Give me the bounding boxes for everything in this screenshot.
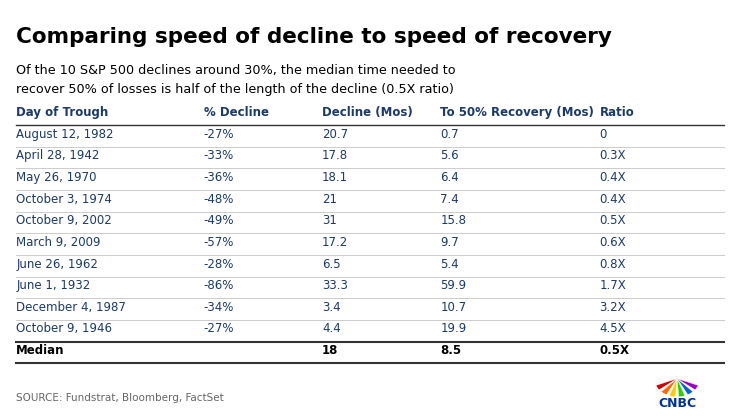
Text: CNBC: CNBC: [658, 397, 696, 410]
Text: 0.5X: 0.5X: [599, 214, 626, 227]
Text: 0.4X: 0.4X: [599, 193, 626, 206]
Text: 0: 0: [599, 128, 607, 141]
Text: June 1, 1932: June 1, 1932: [16, 279, 90, 292]
Text: SOURCE: Fundstrat, Bloomberg, FactSet: SOURCE: Fundstrat, Bloomberg, FactSet: [16, 393, 224, 403]
Text: Day of Trough: Day of Trough: [16, 106, 109, 119]
Text: June 26, 1962: June 26, 1962: [16, 258, 98, 270]
Wedge shape: [669, 379, 677, 397]
Text: -36%: -36%: [204, 171, 234, 184]
Text: -33%: -33%: [204, 149, 234, 162]
Text: 0.7: 0.7: [440, 128, 459, 141]
Text: 17.2: 17.2: [322, 236, 348, 249]
Text: -86%: -86%: [204, 279, 234, 292]
Wedge shape: [677, 379, 693, 395]
Text: 20.7: 20.7: [322, 128, 348, 141]
Text: -34%: -34%: [204, 301, 234, 314]
Text: 0.8X: 0.8X: [599, 258, 626, 270]
Text: Decline (Mos): Decline (Mos): [322, 106, 413, 119]
Text: Comparing speed of decline to speed of recovery: Comparing speed of decline to speed of r…: [16, 27, 612, 47]
Text: -27%: -27%: [204, 322, 234, 335]
Text: April 28, 1942: April 28, 1942: [16, 149, 100, 162]
Text: 6.5: 6.5: [322, 258, 340, 270]
Text: -28%: -28%: [204, 258, 234, 270]
Text: 7.4: 7.4: [440, 193, 459, 206]
Text: December 4, 1987: December 4, 1987: [16, 301, 126, 314]
Text: 4.4: 4.4: [322, 322, 340, 335]
Text: 5.6: 5.6: [440, 149, 459, 162]
Wedge shape: [677, 379, 685, 397]
Text: Of the 10 S&P 500 declines around 30%, the median time needed to: Of the 10 S&P 500 declines around 30%, t…: [16, 64, 456, 77]
Wedge shape: [656, 379, 677, 390]
Text: 5.4: 5.4: [440, 258, 459, 270]
Text: -57%: -57%: [204, 236, 234, 249]
Text: 3.4: 3.4: [322, 301, 340, 314]
Text: 4.5X: 4.5X: [599, 322, 626, 335]
Text: 9.7: 9.7: [440, 236, 459, 249]
Wedge shape: [662, 379, 677, 395]
Text: 21: 21: [322, 193, 337, 206]
Text: 0.4X: 0.4X: [599, 171, 626, 184]
Text: 6.4: 6.4: [440, 171, 459, 184]
Text: 10.7: 10.7: [440, 301, 466, 314]
Text: October 9, 2002: October 9, 2002: [16, 214, 112, 227]
Text: March 9, 2009: March 9, 2009: [16, 236, 101, 249]
Text: 59.9: 59.9: [440, 279, 466, 292]
Text: 0.6X: 0.6X: [599, 236, 626, 249]
Text: May 26, 1970: May 26, 1970: [16, 171, 97, 184]
Text: October 3, 1974: October 3, 1974: [16, 193, 112, 206]
Text: 15.8: 15.8: [440, 214, 466, 227]
Text: 8.5: 8.5: [440, 344, 462, 357]
Text: 33.3: 33.3: [322, 279, 348, 292]
Text: 17.8: 17.8: [322, 149, 348, 162]
Text: To 50% Recovery (Mos): To 50% Recovery (Mos): [440, 106, 594, 119]
Text: -27%: -27%: [204, 128, 234, 141]
Text: % Decline: % Decline: [204, 106, 269, 119]
Text: Ratio: Ratio: [599, 106, 634, 119]
Text: 1.7X: 1.7X: [599, 279, 626, 292]
Wedge shape: [677, 379, 699, 390]
Text: 19.9: 19.9: [440, 322, 466, 335]
Text: -49%: -49%: [204, 214, 234, 227]
Text: recover 50% of losses is half of the length of the decline (0.5X ratio): recover 50% of losses is half of the len…: [16, 83, 454, 96]
Text: October 9, 1946: October 9, 1946: [16, 322, 112, 335]
Text: 18: 18: [322, 344, 338, 357]
Text: 0.3X: 0.3X: [599, 149, 626, 162]
Text: 31: 31: [322, 214, 337, 227]
Text: -48%: -48%: [204, 193, 234, 206]
Text: 0.5X: 0.5X: [599, 344, 630, 357]
Text: 3.2X: 3.2X: [599, 301, 626, 314]
Text: 18.1: 18.1: [322, 171, 348, 184]
Text: Median: Median: [16, 344, 65, 357]
Text: August 12, 1982: August 12, 1982: [16, 128, 114, 141]
